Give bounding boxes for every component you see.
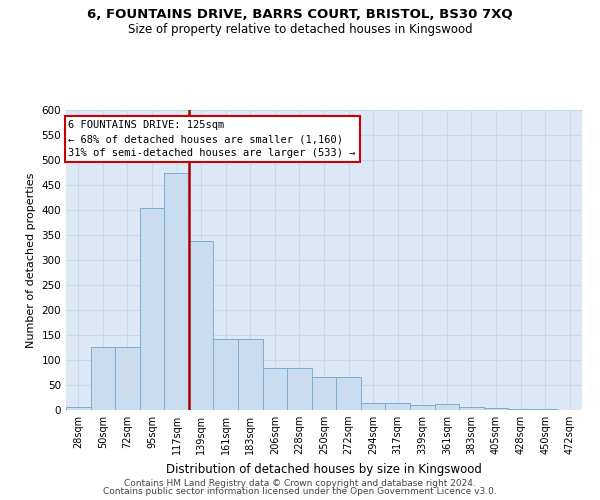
Bar [484, 408, 508, 410]
Bar [312, 376, 336, 410]
Bar [115, 346, 140, 410]
Bar [336, 376, 361, 410]
Text: Size of property relative to detached houses in Kingswood: Size of property relative to detached ho… [128, 22, 472, 36]
Bar [508, 408, 533, 410]
Bar [238, 338, 263, 410]
Bar [361, 402, 385, 410]
Bar [459, 407, 484, 410]
Bar [189, 241, 214, 410]
Text: Contains HM Land Registry data © Crown copyright and database right 2024.: Contains HM Land Registry data © Crown c… [124, 478, 476, 488]
Bar [214, 338, 238, 410]
Bar [66, 406, 91, 410]
Bar [434, 404, 459, 410]
Text: 6 FOUNTAINS DRIVE: 125sqm
← 68% of detached houses are smaller (1,160)
31% of se: 6 FOUNTAINS DRIVE: 125sqm ← 68% of detac… [68, 120, 356, 158]
Bar [140, 208, 164, 410]
Bar [263, 368, 287, 410]
Bar [533, 409, 557, 410]
Bar [164, 172, 189, 410]
Bar [91, 346, 115, 410]
Text: Contains public sector information licensed under the Open Government Licence v3: Contains public sector information licen… [103, 487, 497, 496]
X-axis label: Distribution of detached houses by size in Kingswood: Distribution of detached houses by size … [166, 462, 482, 475]
Y-axis label: Number of detached properties: Number of detached properties [26, 172, 36, 348]
Bar [385, 402, 410, 410]
Text: 6, FOUNTAINS DRIVE, BARRS COURT, BRISTOL, BS30 7XQ: 6, FOUNTAINS DRIVE, BARRS COURT, BRISTOL… [87, 8, 513, 20]
Bar [410, 404, 434, 410]
Bar [287, 368, 312, 410]
